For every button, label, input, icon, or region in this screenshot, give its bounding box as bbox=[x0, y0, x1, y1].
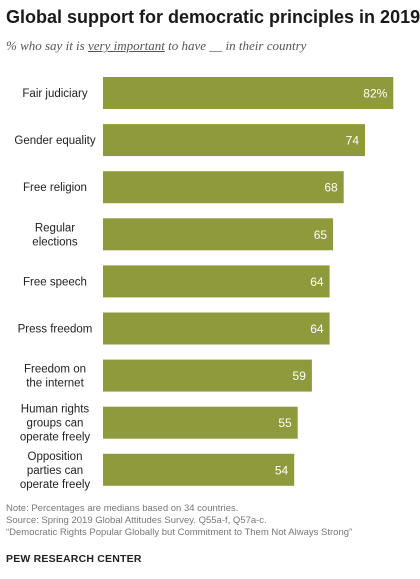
value-label-9: 54 bbox=[275, 463, 289, 477]
bar-4 bbox=[103, 218, 334, 251]
bar-6 bbox=[103, 312, 330, 345]
category-label-3: Free religion bbox=[23, 182, 87, 194]
value-label-2: 74 bbox=[346, 134, 360, 148]
category-label-line: Human rights bbox=[21, 404, 90, 416]
bar-chart: 82% Fair judiciary 74 Gender equality 68 Free… bbox=[14, 77, 394, 491]
category-label-8: Human rights groups can operate freely bbox=[20, 404, 91, 444]
category-label-line: elections bbox=[32, 236, 78, 248]
value-label-5: 64 bbox=[310, 275, 324, 289]
chart-subtitle: % who say it is very important to have _… bbox=[6, 38, 416, 54]
category-label-line: the internet bbox=[26, 378, 84, 390]
bar-2 bbox=[103, 124, 365, 157]
bar-1 bbox=[103, 77, 394, 109]
organization-name: PEW RESEARCH CENTER bbox=[6, 553, 142, 565]
category-label-9: Opposition parties can operate freely bbox=[20, 451, 91, 491]
value-label-7: 59 bbox=[293, 369, 307, 383]
subtitle-before: % who say it is bbox=[6, 38, 88, 53]
category-label-6: Press freedom bbox=[18, 324, 93, 336]
bar-9 bbox=[103, 453, 295, 486]
value-label-4: 65 bbox=[314, 228, 328, 242]
note-text: Note: Percentages are medians based on 3… bbox=[6, 503, 239, 514]
category-label-line: groups can bbox=[27, 418, 84, 430]
category-label-line: Freedom on bbox=[24, 364, 86, 376]
subtitle-emphasis: very important bbox=[87, 38, 165, 53]
value-label-3: 68 bbox=[324, 181, 338, 195]
category-label-7: Freedom on the internet bbox=[24, 364, 86, 390]
category-label-2: Gender equality bbox=[14, 135, 95, 147]
category-label-line: Press freedom bbox=[18, 324, 93, 336]
category-label-5: Free speech bbox=[23, 276, 87, 288]
subtitle-after: to have __ in their country bbox=[164, 38, 307, 53]
value-label-6: 64 bbox=[310, 322, 324, 336]
category-label-line: parties can bbox=[27, 465, 83, 477]
bar-3 bbox=[103, 171, 344, 204]
bar-8 bbox=[103, 406, 298, 439]
chart-notes: Note: Percentages are medians based on 3… bbox=[6, 503, 418, 539]
report-title: “Democratic Rights Popular Globally but … bbox=[6, 527, 353, 538]
category-label-line: Free speech bbox=[23, 276, 87, 288]
bar-5 bbox=[103, 265, 330, 298]
category-label-line: Gender equality bbox=[14, 135, 95, 147]
category-label-line: Opposition bbox=[28, 451, 83, 463]
source-text: Source: Spring 2019 Global Attitudes Sur… bbox=[6, 515, 267, 526]
category-label-4: Regular elections bbox=[32, 222, 78, 248]
value-label-8: 55 bbox=[278, 416, 292, 430]
category-label-line: Regular bbox=[35, 222, 75, 234]
category-label-1: Fair judiciary bbox=[22, 88, 87, 100]
category-label-line: Free religion bbox=[23, 182, 87, 194]
bar-7 bbox=[103, 359, 312, 392]
value-label-1: 82% bbox=[363, 87, 387, 101]
chart-title: Global support for democratic principles… bbox=[6, 7, 420, 27]
category-label-line: operate freely bbox=[20, 432, 91, 444]
category-label-line: Fair judiciary bbox=[22, 88, 87, 100]
category-label-line: operate freely bbox=[20, 479, 91, 491]
